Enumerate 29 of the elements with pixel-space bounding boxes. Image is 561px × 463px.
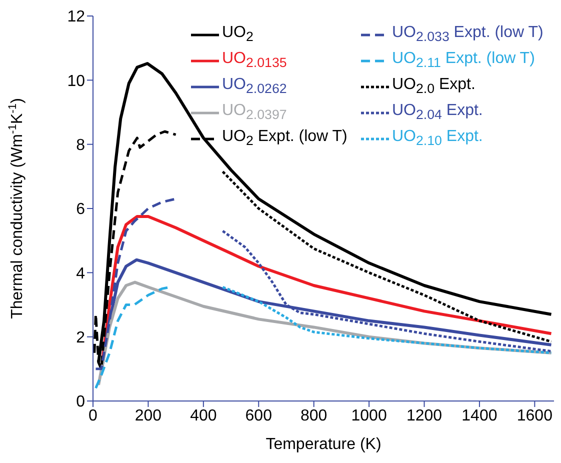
legend-label: UO$_{2.0397}$ [222, 102, 287, 124]
legend-label: UO$_{2}$ [222, 24, 254, 46]
x-tick-label: 200 [134, 407, 162, 424]
legend-label: UO$_{2}$ Expt. (low T) [222, 128, 348, 150]
x-axis-title: Temperature (K) [266, 436, 382, 453]
x-tick-label: 1200 [406, 407, 442, 424]
x-tick-label: 1600 [516, 407, 553, 424]
legend-label: UO$_{2.04}$ Expt. [392, 102, 483, 124]
legend-label: UO$_{2.0262}$ [222, 76, 287, 98]
y-tick-label: 10 [67, 72, 86, 90]
y-tick-label: 6 [76, 201, 86, 218]
legend-label: UO$_{2.11}$ Expt. (low T) [392, 50, 535, 72]
y-tick-label: 12 [67, 8, 86, 26]
line-series [221, 286, 552, 354]
legend-label: UO$_{2.0135}$ [222, 50, 287, 72]
x-tick-label: 1400 [462, 407, 498, 424]
x-tick-label: 800 [300, 407, 328, 424]
x-tick-label: 400 [190, 407, 217, 424]
x-tick-label: 1000 [351, 407, 387, 424]
y-tick-label: 2 [76, 330, 86, 347]
x-tick-label: 0 [88, 407, 98, 424]
y-tick-label: 4 [76, 265, 86, 282]
y-tick-label: 0 [76, 394, 86, 411]
legend-label: UO$_{2.033}$ Expt. (low T) [392, 24, 544, 46]
y-tick-label: 8 [76, 137, 86, 154]
legend-label: UO$_{2.0}$ Expt. [392, 76, 476, 98]
x-tick-label: 600 [245, 407, 272, 424]
legend-label: UO$_{2.10}$ Expt. [392, 128, 483, 150]
line-series [221, 170, 552, 343]
